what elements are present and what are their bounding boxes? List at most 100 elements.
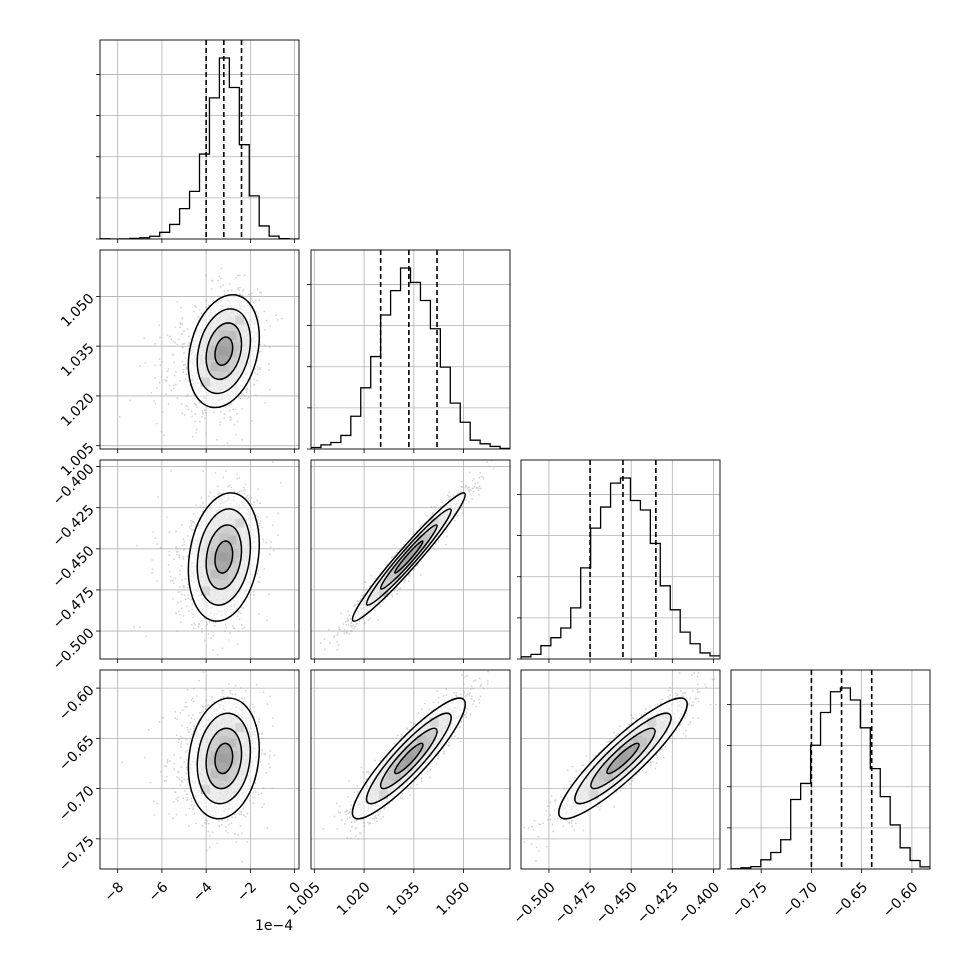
x-tick-label: −8 xyxy=(101,879,127,905)
panel-3-0: −0.75−0.70−0.65−0.60−8 −6 −4 −2 0 xyxy=(56,669,304,905)
histogram-bar xyxy=(591,528,601,659)
histogram-bar xyxy=(660,586,670,659)
contour-line xyxy=(606,742,640,775)
y-tick-label: −0.75 xyxy=(56,833,98,875)
contour-line xyxy=(393,540,424,574)
panels-layer: 1.0051.0201.0351.050−0.500−0.475−0.450−0… xyxy=(50,39,931,934)
panel-frame xyxy=(99,39,300,240)
contour-line xyxy=(214,336,234,367)
panel-2-1 xyxy=(310,459,511,663)
histogram-bar xyxy=(791,799,801,869)
y-tick-label: −0.425 xyxy=(50,502,98,550)
panel-1-1 xyxy=(307,249,511,453)
histogram-bar xyxy=(351,416,361,449)
histogram-bar xyxy=(460,422,470,449)
x-tick-label: −0.450 xyxy=(593,879,641,927)
histogram-bar xyxy=(190,191,200,239)
histogram-bar xyxy=(581,568,591,659)
histogram-bar xyxy=(900,848,910,869)
histogram-bar xyxy=(801,783,811,869)
y-tick-label: −0.65 xyxy=(56,733,98,775)
x-tick-label: −0.60 xyxy=(880,879,922,921)
panel-frame xyxy=(99,249,300,450)
histogram-bar xyxy=(229,88,239,239)
histogram-bar xyxy=(341,435,351,449)
histogram-bar xyxy=(880,797,890,869)
panel-frame xyxy=(310,459,511,660)
histogram-bar xyxy=(670,610,680,659)
x-tick-label: −0.400 xyxy=(675,879,723,927)
histogram-bar xyxy=(640,510,650,659)
panel-3-1: 1.005 1.020 1.035 1.050 xyxy=(284,669,511,919)
histogram-bar xyxy=(890,825,900,869)
histogram-bar xyxy=(850,700,860,869)
panel-frame xyxy=(730,669,931,870)
x-tick-label: −0.500 xyxy=(511,879,559,927)
histogram-bar xyxy=(831,692,841,869)
panel-2-0: −0.500−0.475−0.450−0.425−0.400 xyxy=(50,459,300,673)
histogram-bar xyxy=(561,628,571,659)
contour-line xyxy=(214,540,234,574)
histogram-bar xyxy=(601,507,611,659)
histogram-bar xyxy=(160,232,170,239)
panel-frame xyxy=(99,459,300,660)
histogram-bar xyxy=(470,440,480,449)
x-tick-label: −0.425 xyxy=(634,879,682,927)
histogram-bar xyxy=(700,653,710,659)
histogram-bar xyxy=(821,713,831,869)
histogram-bar xyxy=(331,443,341,449)
panel-frame xyxy=(310,249,511,450)
histogram-bar xyxy=(480,444,490,449)
histogram-bar xyxy=(170,224,180,239)
x-tick-label: 1.035 xyxy=(384,879,424,919)
panel-0-0 xyxy=(96,39,300,243)
histogram-bar xyxy=(680,632,690,659)
y-tick-label: −0.450 xyxy=(50,543,98,591)
histogram-bar xyxy=(531,654,541,659)
y-tick-label: 1.035 xyxy=(58,341,98,381)
contour-line xyxy=(214,742,234,775)
x-tick-label: −6 xyxy=(146,879,172,905)
y-tick-label: −0.475 xyxy=(50,584,98,632)
histogram-bar xyxy=(430,329,440,449)
histogram-bar xyxy=(761,860,771,869)
panel-frame xyxy=(310,669,511,870)
panel-2-2 xyxy=(517,459,721,663)
panel-frame xyxy=(99,669,300,870)
histogram-bar xyxy=(180,209,190,239)
x-tick-label: 1.050 xyxy=(434,879,474,919)
histogram-bar xyxy=(611,483,621,659)
histogram-bar xyxy=(450,403,460,449)
histogram-bar xyxy=(200,154,210,239)
x-tick-label: −2 xyxy=(234,879,260,905)
histogram-bar xyxy=(371,357,381,449)
histogram-bar xyxy=(411,282,421,449)
y-tick-label: 1.050 xyxy=(58,291,98,331)
panel-frame xyxy=(520,669,721,870)
histogram-line xyxy=(731,687,930,869)
axis-offset-label: 1e−4 xyxy=(255,918,293,934)
histogram-bar xyxy=(551,638,561,659)
x-tick-label: −0.65 xyxy=(830,879,872,921)
histogram-bar xyxy=(420,301,430,449)
x-tick-label: −0.475 xyxy=(552,879,600,927)
histogram-line xyxy=(100,57,299,239)
histogram-bar xyxy=(209,98,219,239)
panel-frame xyxy=(520,459,721,660)
histogram-bar xyxy=(381,315,391,449)
x-tick-label: −4 xyxy=(190,879,216,905)
histogram-bar xyxy=(771,853,781,869)
x-tick-label: −0.70 xyxy=(779,879,821,921)
y-tick-label: −0.500 xyxy=(50,625,98,673)
histogram-bar xyxy=(630,501,640,659)
histogram-bar xyxy=(361,388,371,449)
x-tick-label: −0.75 xyxy=(729,879,771,921)
histogram-line xyxy=(521,477,720,659)
histogram-bar xyxy=(259,226,269,239)
contour-line xyxy=(393,742,424,775)
histogram-line xyxy=(311,267,510,449)
histogram-bar xyxy=(621,478,631,659)
histogram-bar xyxy=(571,608,581,659)
y-tick-label: 1.020 xyxy=(58,390,98,430)
